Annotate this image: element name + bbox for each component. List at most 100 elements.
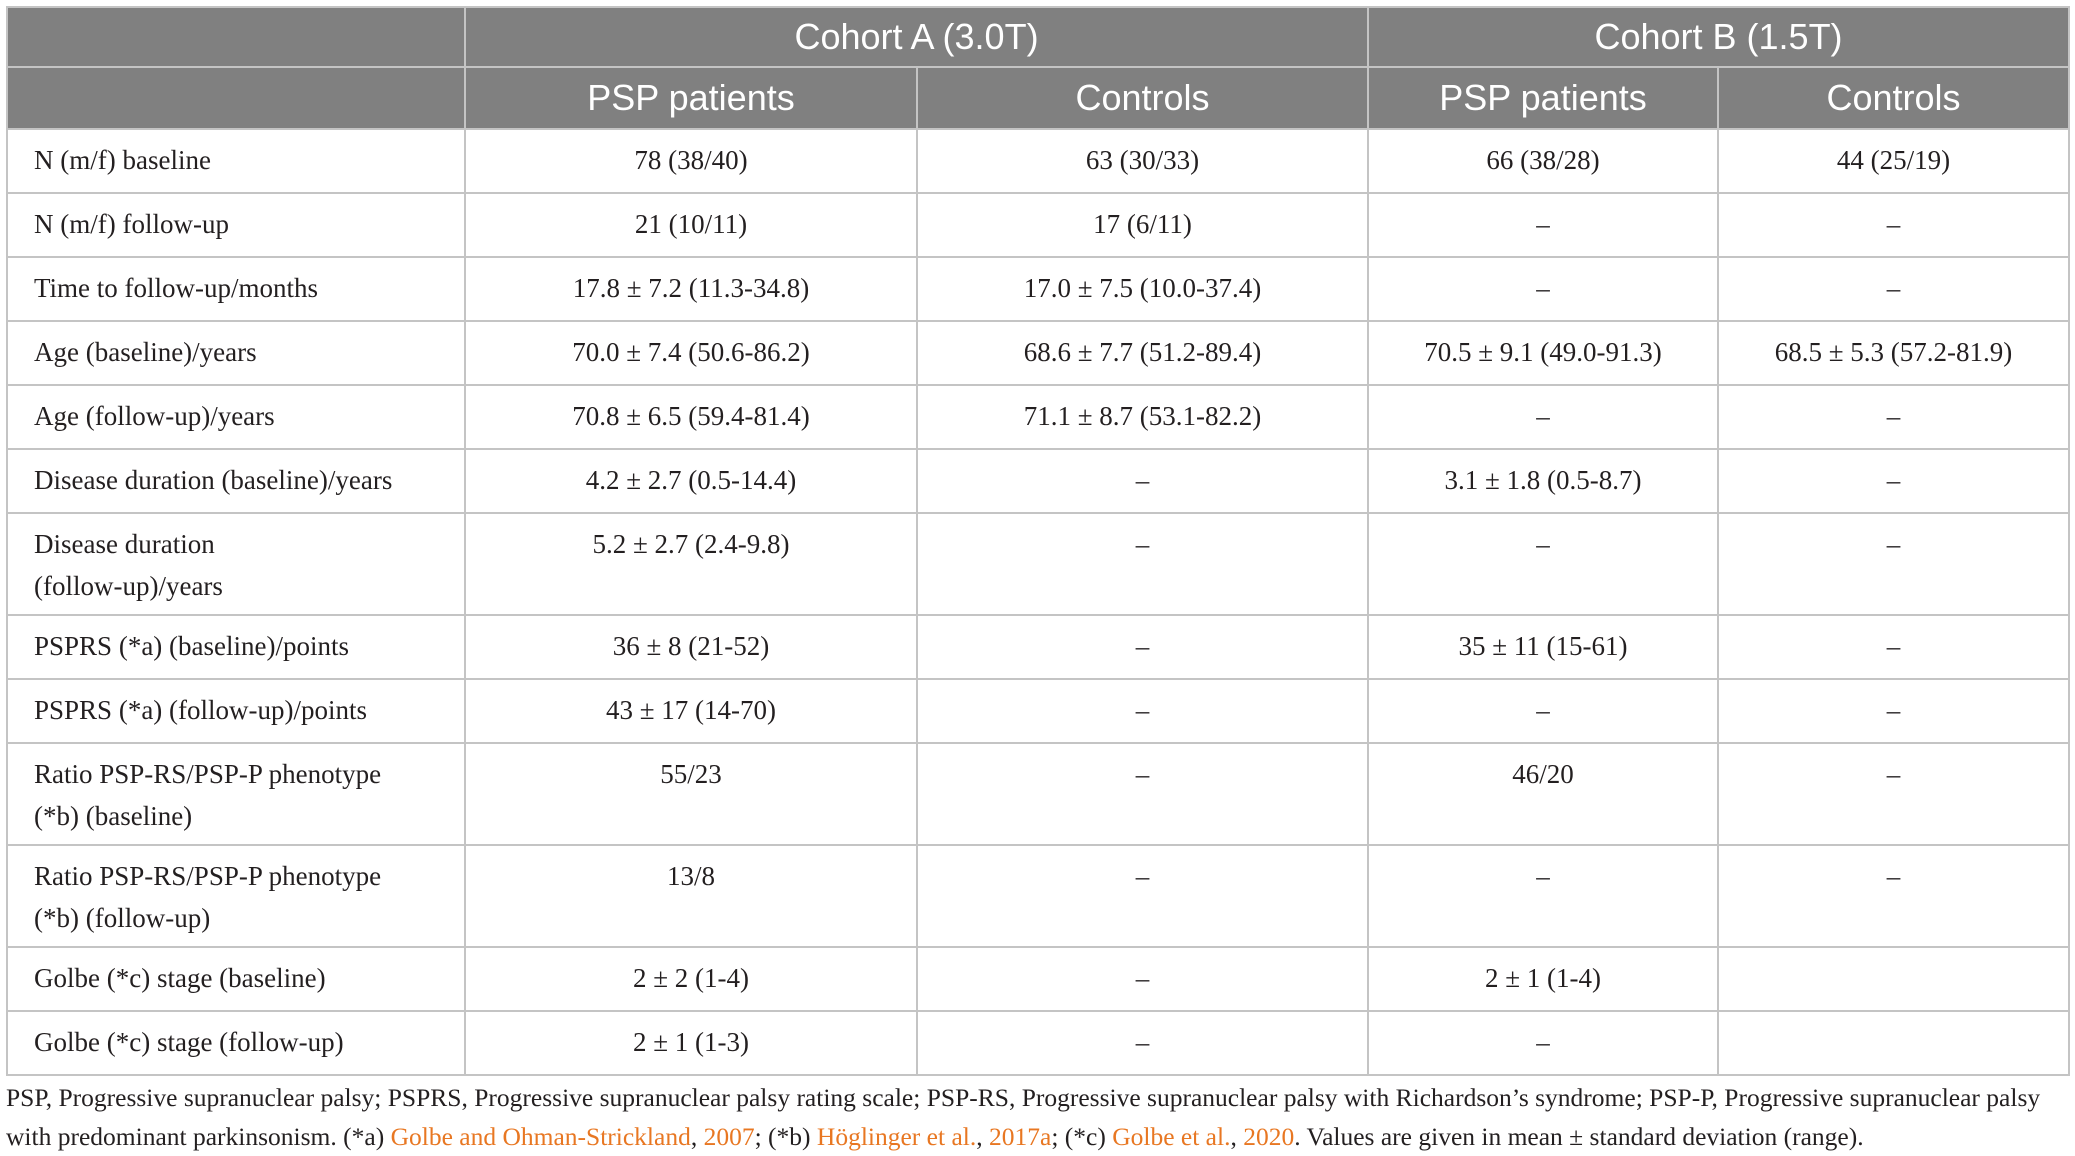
header-b-controls: Controls bbox=[1717, 66, 2071, 130]
row-label-line1: Ratio PSP-RS/PSP-P phenotype bbox=[34, 759, 382, 789]
citation-name: Höglinger et al. bbox=[816, 1122, 977, 1151]
row-label: Disease duration (baseline)/years bbox=[6, 448, 466, 514]
cell-a-patients: 36 ± 8 (21-52) bbox=[464, 614, 918, 680]
cell-b-controls: – bbox=[1717, 256, 2071, 322]
row-label: Ratio PSP-RS/PSP-P phenotype (*b) (baseli… bbox=[6, 742, 466, 846]
cell-b-patients: 2 ± 1 (1-4) bbox=[1367, 946, 1720, 1012]
footnote-separator: , bbox=[1230, 1122, 1244, 1151]
row-label: Golbe (*c) stage (baseline) bbox=[6, 946, 466, 1012]
citation-link-golbe-2007[interactable]: Golbe and Ohman-Strickland bbox=[391, 1122, 691, 1151]
cell-b-patients: 66 (38/28) bbox=[1367, 128, 1720, 194]
cell-a-patients: 17.8 ± 7.2 (11.3-34.8) bbox=[464, 256, 918, 322]
cell-b-patients: 70.5 ± 9.1 (49.0-91.3) bbox=[1367, 320, 1720, 386]
header-row-groups: PSP patients Controls PSP patients Contr… bbox=[6, 66, 2071, 130]
cell-a-patients: 5.2 ± 2.7 (2.4-9.8) bbox=[464, 512, 918, 616]
cell-b-patients: – bbox=[1367, 256, 1720, 322]
cell-a-controls: 63 (30/33) bbox=[915, 128, 1370, 194]
cell-a-controls: – bbox=[915, 844, 1370, 948]
table-row: Ratio PSP-RS/PSP-P phenotype (*b) (follow… bbox=[6, 844, 2071, 948]
row-label: N (m/f) follow-up bbox=[6, 192, 466, 258]
table-row: PSPRS (*a) (baseline)/points 36 ± 8 (21-… bbox=[6, 614, 2071, 680]
footnote-text: ; (*b) bbox=[754, 1122, 817, 1151]
cell-b-patients: 3.1 ± 1.8 (0.5-8.7) bbox=[1367, 448, 1720, 514]
citation-year-link[interactable]: 2017a bbox=[988, 1122, 1052, 1151]
table-row: Age (follow-up)/years 70.8 ± 6.5 (59.4-8… bbox=[6, 384, 2071, 450]
cell-a-patients: 70.0 ± 7.4 (50.6-86.2) bbox=[464, 320, 918, 386]
cell-a-controls: – bbox=[915, 448, 1370, 514]
row-label-line2: (follow-up)/years bbox=[34, 571, 223, 601]
cell-a-patients: 78 (38/40) bbox=[464, 128, 918, 194]
cell-b-patients: 35 ± 11 (15-61) bbox=[1367, 614, 1720, 680]
footnote-separator: , bbox=[976, 1122, 989, 1151]
citation-link-golbe-2020[interactable]: Golbe et al. bbox=[1112, 1122, 1230, 1151]
cell-b-controls: – bbox=[1717, 192, 2071, 258]
demographics-table-container: Cohort A (3.0T) Cohort B (1.5T) PSP pati… bbox=[6, 6, 2071, 1076]
citation-name: Golbe et al. bbox=[1112, 1122, 1231, 1151]
row-label: Golbe (*c) stage (follow-up) bbox=[6, 1010, 466, 1076]
cell-b-patients: – bbox=[1367, 512, 1720, 616]
cell-b-patients: – bbox=[1367, 678, 1720, 744]
row-label-line1: Ratio PSP-RS/PSP-P phenotype bbox=[34, 861, 382, 891]
header-empty-cell bbox=[6, 66, 466, 130]
row-label: PSPRS (*a) (baseline)/points bbox=[6, 614, 466, 680]
cell-b-controls: – bbox=[1717, 742, 2071, 846]
header-a-patients: PSP patients bbox=[464, 66, 918, 130]
citation-year-link[interactable]: 2007 bbox=[703, 1122, 755, 1151]
footnote-separator: , bbox=[690, 1122, 704, 1151]
cell-a-controls: 71.1 ± 8.7 (53.1-82.2) bbox=[915, 384, 1370, 450]
row-label: PSPRS (*a) (follow-up)/points bbox=[6, 678, 466, 744]
table-row: Age (baseline)/years 70.0 ± 7.4 (50.6-86… bbox=[6, 320, 2071, 386]
cell-b-controls bbox=[1717, 1010, 2071, 1076]
cell-b-patients: 46/20 bbox=[1367, 742, 1720, 846]
table-row: Ratio PSP-RS/PSP-P phenotype (*b) (baseli… bbox=[6, 742, 2071, 846]
cell-b-controls: 44 (25/19) bbox=[1717, 128, 2071, 194]
cell-a-patients: 21 (10/11) bbox=[464, 192, 918, 258]
row-label: Time to follow-up/months bbox=[6, 256, 466, 322]
table-row: Golbe (*c) stage (baseline) 2 ± 2 (1-4) … bbox=[6, 946, 2071, 1012]
row-label: Ratio PSP-RS/PSP-P phenotype (*b) (follow… bbox=[6, 844, 466, 948]
cell-a-controls: 17.0 ± 7.5 (10.0-37.4) bbox=[915, 256, 1370, 322]
footnote-text: PSP, Progressive supranuclear palsy; PSP… bbox=[6, 1083, 2041, 1151]
cell-b-controls: – bbox=[1717, 678, 2071, 744]
table-row: N (m/f) baseline 78 (38/40) 63 (30/33) 6… bbox=[6, 128, 2071, 194]
cell-a-patients: 2 ± 1 (1-3) bbox=[464, 1010, 918, 1076]
cell-a-patients: 55/23 bbox=[464, 742, 918, 846]
cell-b-patients: – bbox=[1367, 1010, 1720, 1076]
row-label-line1: Disease duration bbox=[34, 529, 215, 559]
cell-a-controls: – bbox=[915, 946, 1370, 1012]
header-empty-cell bbox=[6, 6, 466, 68]
cell-a-patients: 70.8 ± 6.5 (59.4-81.4) bbox=[464, 384, 918, 450]
cell-a-patients: 4.2 ± 2.7 (0.5-14.4) bbox=[464, 448, 918, 514]
cell-a-controls: – bbox=[915, 614, 1370, 680]
table-body: N (m/f) baseline 78 (38/40) 63 (30/33) 6… bbox=[6, 128, 2071, 1076]
cell-a-controls: – bbox=[915, 1010, 1370, 1076]
cell-b-controls: – bbox=[1717, 844, 2071, 948]
cell-b-patients: – bbox=[1367, 192, 1720, 258]
footnote-text: . Values are given in mean ± standard de… bbox=[1294, 1122, 1864, 1151]
row-label-line2: (*b) (follow-up) bbox=[34, 903, 211, 933]
table-row: Disease duration (baseline)/years 4.2 ± … bbox=[6, 448, 2071, 514]
header-cohort-a: Cohort A (3.0T) bbox=[463, 6, 1370, 68]
cell-b-patients: – bbox=[1367, 384, 1720, 450]
citation-year-link[interactable]: 2020 bbox=[1243, 1122, 1295, 1151]
table-row: N (m/f) follow-up 21 (10/11) 17 (6/11) –… bbox=[6, 192, 2071, 258]
cell-b-controls: – bbox=[1717, 448, 2071, 514]
header-row-cohorts: Cohort A (3.0T) Cohort B (1.5T) bbox=[6, 6, 2071, 68]
demographics-table: Cohort A (3.0T) Cohort B (1.5T) PSP pati… bbox=[6, 6, 2071, 1076]
table-footnote: PSP, Progressive supranuclear palsy; PSP… bbox=[6, 1078, 2068, 1156]
footnote-text: ; (*c) bbox=[1051, 1122, 1113, 1151]
cell-b-patients: – bbox=[1367, 844, 1720, 948]
citation-link-hoglinger-2017a[interactable]: Höglinger et al. bbox=[817, 1122, 976, 1151]
cell-a-controls: 68.6 ± 7.7 (51.2-89.4) bbox=[915, 320, 1370, 386]
cell-a-patients: 43 ± 17 (14-70) bbox=[464, 678, 918, 744]
cell-b-controls: – bbox=[1717, 512, 2071, 616]
cell-a-patients: 2 ± 2 (1-4) bbox=[464, 946, 918, 1012]
cell-a-controls: – bbox=[915, 742, 1370, 846]
table-row: Disease duration (follow-up)/years 5.2 ± … bbox=[6, 512, 2071, 616]
header-cohort-b: Cohort B (1.5T) bbox=[1367, 6, 2071, 68]
table-row: Time to follow-up/months 17.8 ± 7.2 (11.… bbox=[6, 256, 2071, 322]
cell-a-patients: 13/8 bbox=[464, 844, 918, 948]
cell-b-controls bbox=[1717, 946, 2071, 1012]
row-label: Disease duration (follow-up)/years bbox=[6, 512, 466, 616]
table-row: PSPRS (*a) (follow-up)/points 43 ± 17 (1… bbox=[6, 678, 2071, 744]
